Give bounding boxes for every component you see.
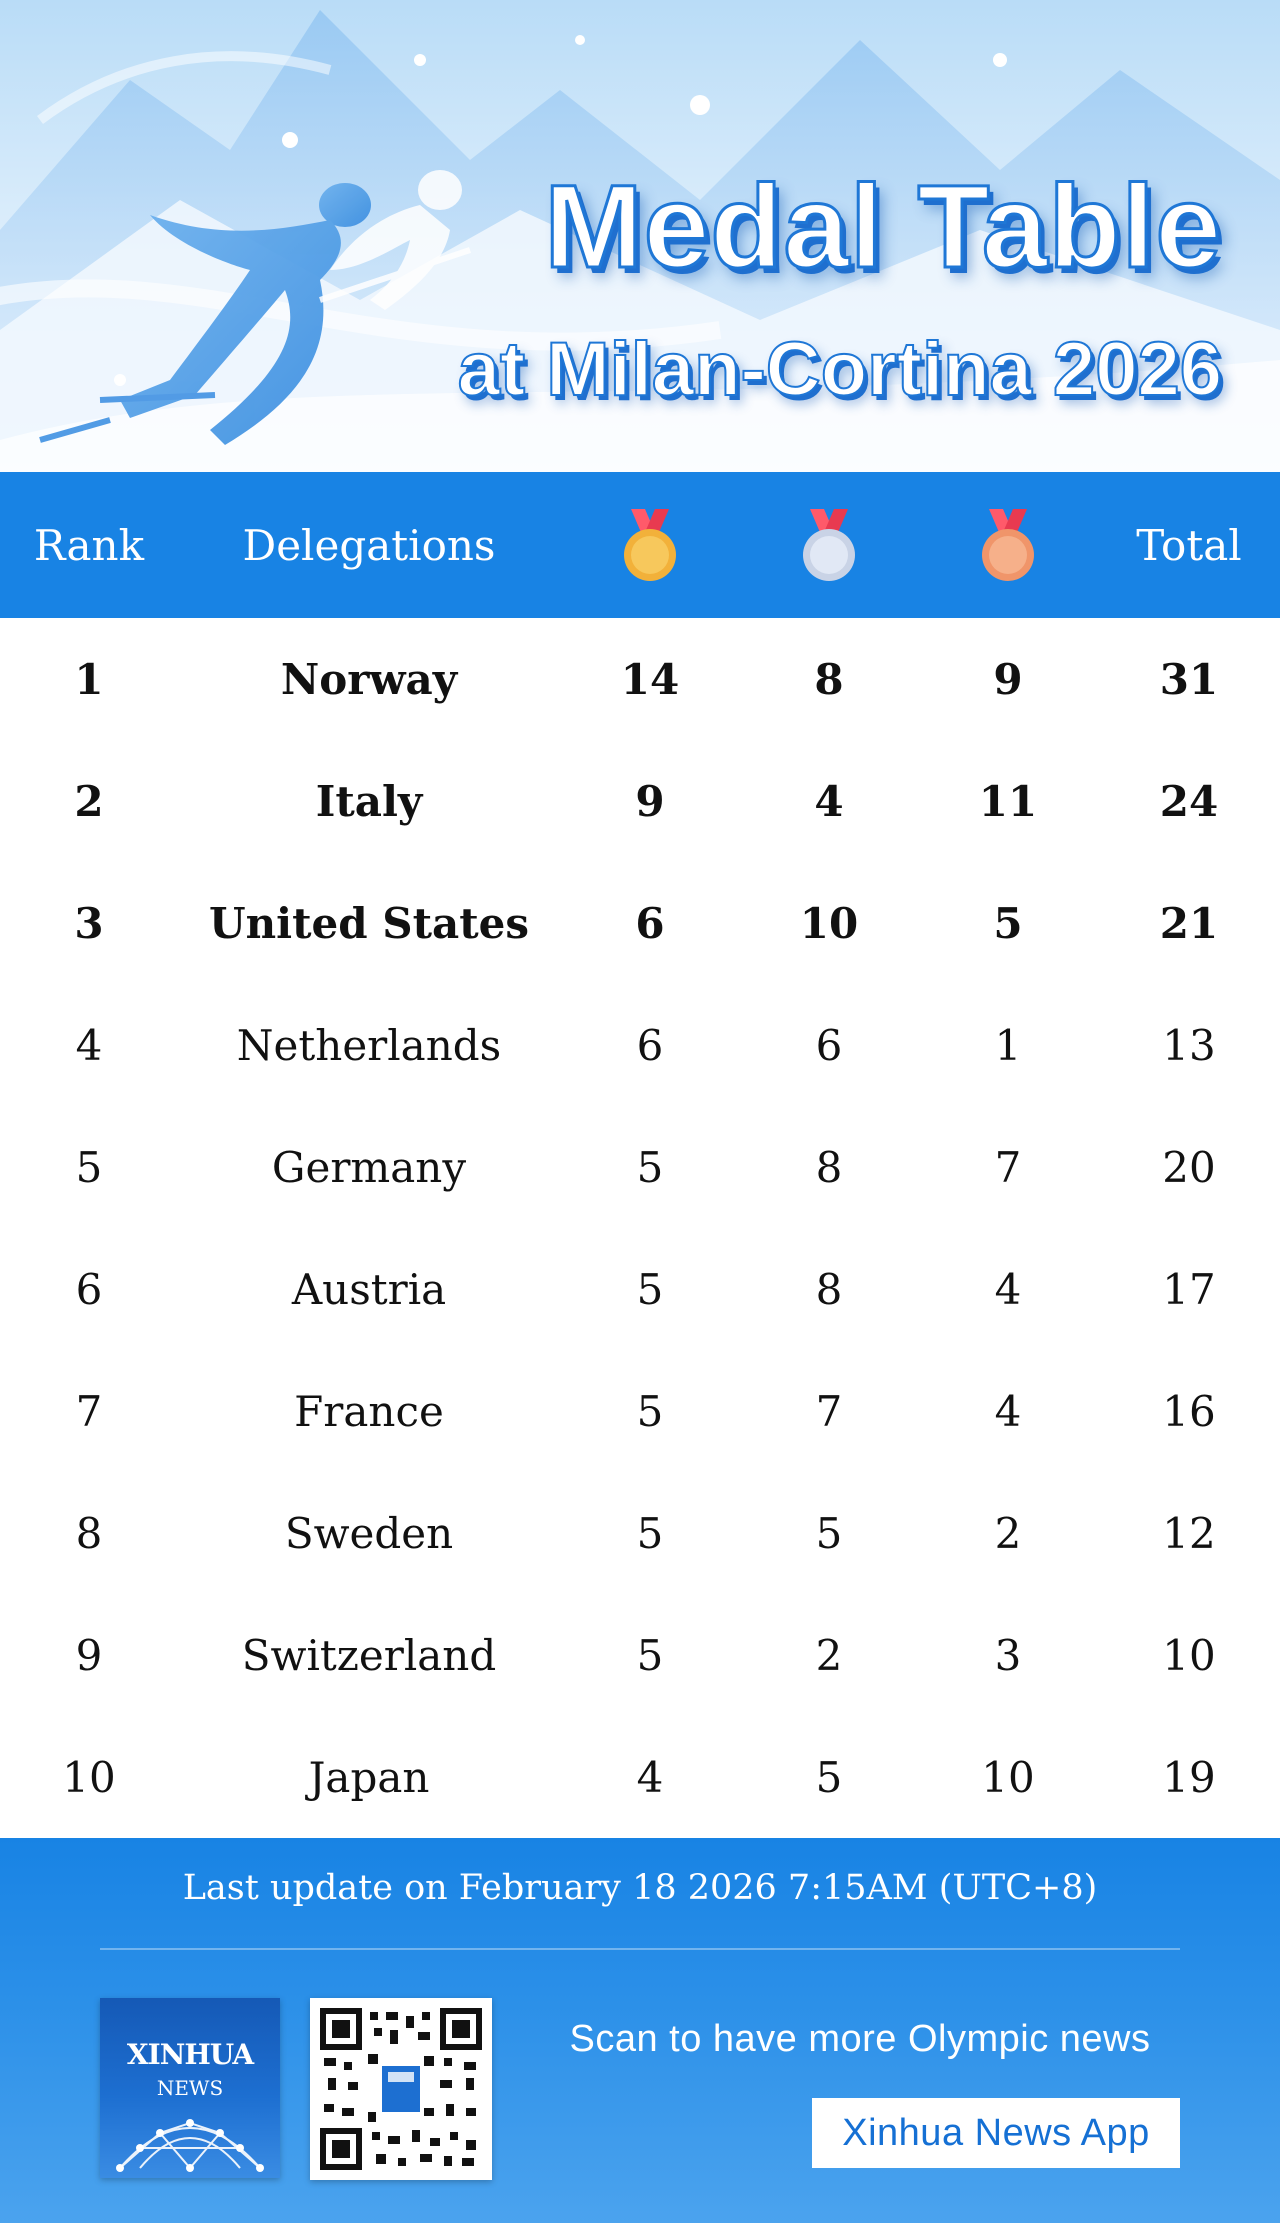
header-bronze <box>918 507 1098 583</box>
delegation-cell: France <box>294 1386 444 1436</box>
table-row: 6 Austria 5 8 4 17 <box>0 1228 1280 1350</box>
gold-cell: 5 <box>636 1142 664 1192</box>
footer-divider <box>100 1948 1180 1950</box>
bronze-cell: 9 <box>993 654 1023 704</box>
silver-cell: 10 <box>799 898 859 948</box>
table-row: 10 Japan 4 5 10 19 <box>0 1716 1280 1838</box>
table-row: 3 United States 6 10 5 21 <box>0 862 1280 984</box>
header-silver <box>740 507 918 583</box>
logo-subtext: NEWS <box>156 2076 224 2100</box>
gold-cell: 5 <box>636 1386 664 1436</box>
rank-cell: 3 <box>74 898 104 948</box>
total-cell: 10 <box>1162 1630 1216 1680</box>
table-header: Rank Delegations <box>0 472 1280 618</box>
total-cell: 19 <box>1162 1752 1216 1802</box>
bronze-cell: 4 <box>994 1386 1022 1436</box>
bronze-cell: 1 <box>994 1020 1022 1070</box>
bronze-cell: 7 <box>994 1142 1022 1192</box>
logo-text: XINHUA <box>126 2038 254 2071</box>
silver-cell: 2 <box>815 1630 843 1680</box>
total-cell: 12 <box>1162 1508 1216 1558</box>
header-delegations: Delegations <box>242 520 496 570</box>
silver-cell: 5 <box>815 1508 843 1558</box>
scan-prompt-text: Scan to have more Olympic news <box>569 2018 1151 2060</box>
rank-cell: 6 <box>75 1264 103 1314</box>
gold-cell: 9 <box>635 776 665 826</box>
rank-cell: 2 <box>74 776 104 826</box>
silver-cell: 7 <box>815 1386 843 1436</box>
delegation-cell: Austria <box>291 1264 447 1314</box>
rank-cell: 9 <box>75 1630 103 1680</box>
xinhua-news-app-button[interactable]: Xinhua News App <box>812 2098 1180 2168</box>
bronze-cell: 5 <box>993 898 1023 948</box>
xinhua-logo[interactable]: XINHUA NEWS <box>100 1998 280 2178</box>
delegation-cell: Germany <box>271 1142 467 1192</box>
silver-cell: 8 <box>815 1142 843 1192</box>
bronze-cell: 3 <box>994 1630 1022 1680</box>
qr-code-icon <box>320 2008 482 2170</box>
rank-cell: 1 <box>74 654 104 704</box>
banner: Medal Table at Milan-Cortina 2026 <box>0 0 1280 472</box>
total-cell: 21 <box>1159 898 1219 948</box>
rank-cell: 7 <box>75 1386 103 1436</box>
silver-medal-icon <box>803 509 855 581</box>
rank-cell: 5 <box>75 1142 103 1192</box>
table-row: 9 Switzerland 5 2 3 10 <box>0 1594 1280 1716</box>
last-update-text: Last update on February 18 2026 7:15AM (… <box>182 1868 1098 1908</box>
table-row: 2 Italy 9 4 11 24 <box>0 740 1280 862</box>
table-row: 4 Netherlands 6 6 1 13 <box>0 984 1280 1106</box>
silver-cell: 5 <box>815 1752 843 1802</box>
banner-title: Medal Table <box>543 161 1223 293</box>
total-cell: 31 <box>1159 654 1219 704</box>
gold-medal-icon <box>624 509 676 581</box>
total-cell: 16 <box>1162 1386 1216 1436</box>
total-cell: 20 <box>1162 1142 1216 1192</box>
gold-cell: 6 <box>636 1020 664 1070</box>
delegation-cell: Switzerland <box>241 1630 497 1680</box>
table-row: 8 Sweden 5 5 2 12 <box>0 1472 1280 1594</box>
silver-cell: 8 <box>814 654 844 704</box>
total-cell: 17 <box>1162 1264 1216 1314</box>
table-body: 1 Norway 14 8 9 31 2 Italy 9 4 11 24 3 U… <box>0 618 1280 1838</box>
bronze-cell: 4 <box>994 1264 1022 1314</box>
delegation-cell: Norway <box>280 654 458 704</box>
qr-code[interactable] <box>310 1998 492 2180</box>
banner-subtitle: at Milan-Cortina 2026 <box>457 327 1223 412</box>
bronze-cell: 2 <box>994 1508 1022 1558</box>
gold-cell: 5 <box>636 1630 664 1680</box>
total-cell: 13 <box>1162 1020 1216 1070</box>
banner-background <box>0 10 1280 472</box>
globe-network-icon <box>116 2119 264 2172</box>
silver-cell: 4 <box>814 776 844 826</box>
rank-cell: 10 <box>62 1752 116 1802</box>
gold-cell: 5 <box>636 1508 664 1558</box>
silver-cell: 6 <box>815 1020 843 1070</box>
footer: Last update on February 18 2026 7:15AM (… <box>0 1838 1280 2223</box>
total-cell: 24 <box>1159 776 1219 826</box>
gold-cell: 6 <box>635 898 665 948</box>
silver-cell: 8 <box>815 1264 843 1314</box>
header-rank: Rank <box>33 520 145 570</box>
bronze-cell: 10 <box>981 1752 1035 1802</box>
table-row: 7 France 5 7 4 16 <box>0 1350 1280 1472</box>
bronze-medal-icon <box>982 509 1034 581</box>
bronze-cell: 11 <box>978 776 1038 826</box>
delegation-cell: Netherlands <box>236 1020 502 1070</box>
gold-cell: 4 <box>636 1752 664 1802</box>
delegation-cell: United States <box>209 898 529 948</box>
delegation-cell: Sweden <box>284 1508 454 1558</box>
table-row: 1 Norway 14 8 9 31 <box>0 618 1280 740</box>
delegation-cell: Japan <box>308 1752 430 1802</box>
table-row: 5 Germany 5 8 7 20 <box>0 1106 1280 1228</box>
rank-cell: 8 <box>75 1508 103 1558</box>
gold-cell: 14 <box>620 654 680 704</box>
header-gold <box>560 507 740 583</box>
header-total: Total <box>1136 520 1242 570</box>
rank-cell: 4 <box>75 1020 103 1070</box>
gold-cell: 5 <box>636 1264 664 1314</box>
delegation-cell: Italy <box>315 776 423 826</box>
